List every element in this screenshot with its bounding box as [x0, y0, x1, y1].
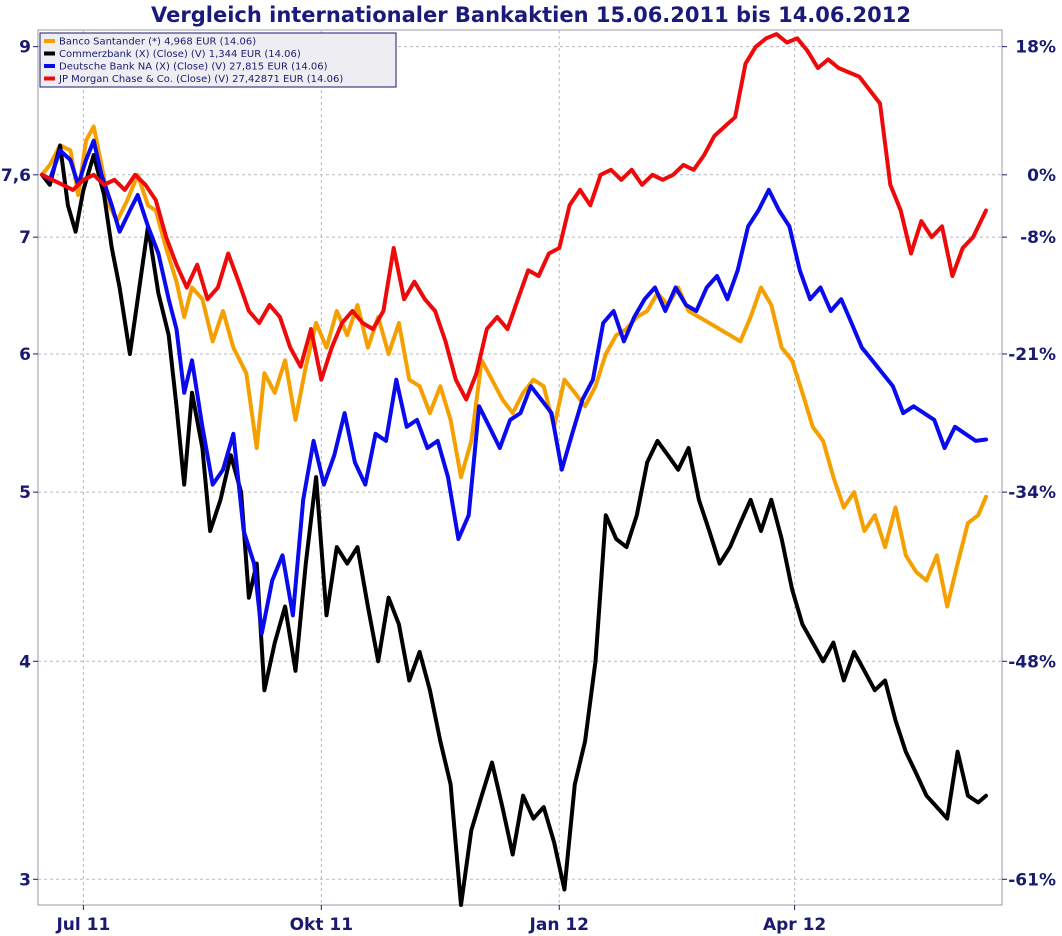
left-tick-label: 5: [19, 483, 31, 503]
x-tick-label: Jul 11: [55, 915, 110, 935]
series-lines: [40, 32, 988, 907]
right-tick-label: 18%: [1015, 38, 1056, 58]
right-tick-label: -34%: [1008, 483, 1056, 503]
left-axis: 9 7,6 7 6 5 4 3: [1, 38, 38, 890]
x-tick-label: Apr 12: [763, 915, 826, 935]
right-axis: 18% 0% -8% -21% -34% -48% -61%: [1002, 38, 1056, 890]
gridlines: [38, 30, 1002, 905]
left-tick-label: 7,6: [1, 166, 31, 186]
legend-label: JP Morgan Chase & Co. (Close) (V) 27,428…: [58, 74, 343, 85]
legend-box: [39, 32, 397, 88]
right-tick-label: 0%: [1027, 166, 1056, 186]
series-line-3: [40, 138, 988, 636]
right-tick-label: -61%: [1008, 870, 1056, 890]
left-tick-label: 6: [19, 345, 31, 365]
series-line-2: [40, 143, 988, 907]
legend: Banco Santander (*) 4,968 EUR (14.06)Com…: [39, 32, 397, 88]
chart-title: Vergleich internationaler Bankaktien 15.…: [151, 3, 911, 27]
left-tick-label: 3: [19, 870, 31, 890]
left-tick-label: 7: [19, 228, 31, 248]
left-tick-label: 9: [19, 38, 31, 58]
plot-area: [37, 29, 1003, 906]
series-line-4: [40, 32, 988, 402]
right-tick-label: -21%: [1008, 345, 1056, 365]
right-tick-label: -48%: [1008, 652, 1056, 672]
legend-label: Commerzbank (X) (Close) (V) 1,344 EUR (1…: [59, 49, 301, 60]
legend-label: Deutsche Bank NA (X) (Close) (V) 27,815 …: [59, 62, 328, 73]
x-tick-label: Jan 12: [529, 915, 589, 935]
legend-label: Banco Santander (*) 4,968 EUR (14.06): [59, 37, 256, 48]
series-line-1: [40, 124, 988, 609]
left-tick-label: 4: [19, 652, 31, 672]
right-tick-label: -8%: [1020, 228, 1056, 248]
x-tick-label: Okt 11: [290, 915, 353, 935]
x-axis: Jul 11 Okt 11 Jan 12 Apr 12: [55, 905, 826, 935]
